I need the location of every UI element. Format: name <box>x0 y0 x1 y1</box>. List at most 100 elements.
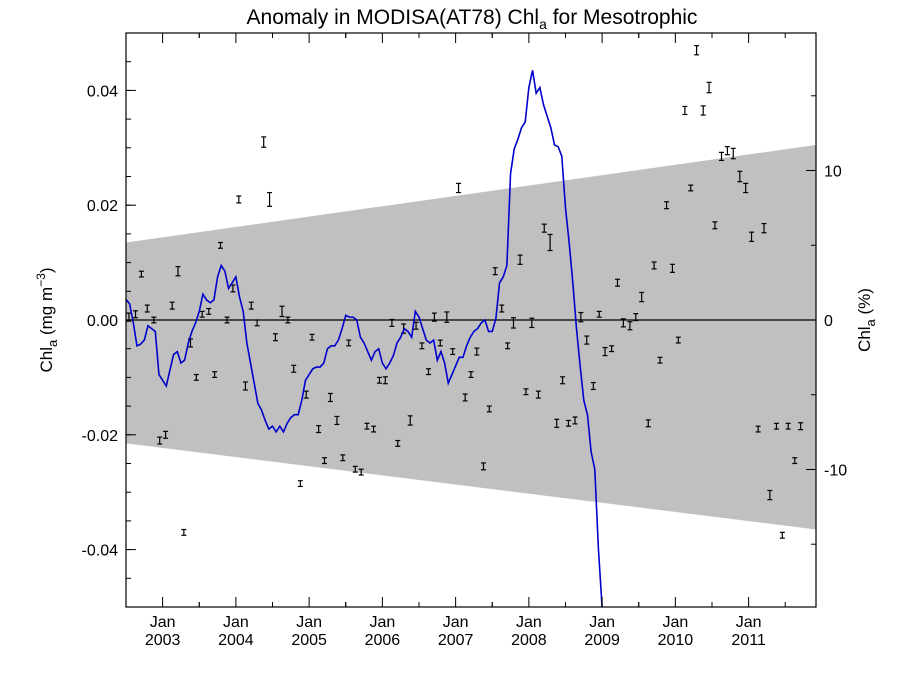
data-point <box>364 422 370 430</box>
x-tick-label-month: Jan <box>736 614 762 631</box>
y-axis-label-right: Chla (%) <box>855 288 878 352</box>
y-tick-label: 0.00 <box>87 313 118 330</box>
data-point <box>700 105 706 116</box>
data-point <box>627 321 633 331</box>
axis-ticks: Jan2003Jan2004Jan2005Jan2006Jan2007Jan20… <box>82 32 847 649</box>
chart-title: Anomaly in MODISA(AT78) Chla for Mesotro… <box>247 6 698 32</box>
data-point <box>492 267 498 276</box>
data-point <box>419 342 425 350</box>
data-point <box>395 439 401 447</box>
y-tick-label: -0.04 <box>82 543 119 560</box>
data-point <box>175 266 181 277</box>
y-tick-label: 0.02 <box>87 198 118 215</box>
data-point <box>199 310 205 318</box>
x-tick-label-year: 2007 <box>438 632 474 649</box>
data-point <box>792 457 798 465</box>
data-point <box>633 313 639 322</box>
data-point <box>327 392 333 403</box>
x-tick-label-year: 2011 <box>731 632 766 649</box>
data-point <box>578 311 584 323</box>
data-point <box>163 430 169 439</box>
data-point <box>724 146 730 156</box>
data-point <box>669 263 675 273</box>
data-point <box>358 468 364 476</box>
data-point <box>761 222 767 234</box>
y-tick-label: -0.02 <box>82 428 119 445</box>
data-point <box>675 336 681 344</box>
data-point <box>267 191 273 207</box>
data-point <box>261 136 267 148</box>
y2-tick-label: -10 <box>824 462 847 479</box>
y-tick-label: 0.04 <box>87 83 118 100</box>
data-point <box>316 425 322 434</box>
data-point <box>144 304 150 313</box>
data-point <box>157 436 163 445</box>
data-point <box>468 371 474 378</box>
data-point <box>426 368 432 376</box>
data-point <box>352 465 358 473</box>
data-point <box>151 316 157 324</box>
data-point <box>664 201 670 210</box>
data-point <box>309 333 315 341</box>
x-tick-label-year: 2006 <box>365 632 401 649</box>
data-point <box>431 312 437 322</box>
data-point <box>486 405 492 413</box>
data-point <box>285 316 291 324</box>
data-point <box>554 418 560 428</box>
x-tick-label-month: Jan <box>369 614 395 631</box>
data-point <box>706 81 712 94</box>
data-point <box>499 304 505 313</box>
data-point <box>236 195 242 204</box>
data-point <box>382 376 388 385</box>
data-point <box>645 419 651 428</box>
data-point <box>169 301 175 310</box>
x-tick-label-month: Jan <box>516 614 542 631</box>
data-point <box>596 310 602 318</box>
data-points <box>126 45 804 539</box>
data-point <box>694 45 700 56</box>
data-point <box>517 254 523 265</box>
data-point <box>376 376 382 384</box>
data-point <box>224 316 230 324</box>
data-point <box>798 422 804 431</box>
data-point <box>614 278 620 287</box>
data-point <box>272 333 278 342</box>
data-point <box>657 356 663 364</box>
data-point <box>609 345 615 353</box>
x-tick-label-month: Jan <box>443 614 469 631</box>
x-tick-label-year: 2008 <box>511 632 547 649</box>
x-tick-label-year: 2010 <box>658 632 694 649</box>
data-point <box>541 223 547 233</box>
x-tick-label-month: Jan <box>296 614 322 631</box>
data-point <box>322 457 328 465</box>
x-tick-label-month: Jan <box>589 614 615 631</box>
data-point <box>560 376 566 385</box>
data-point <box>389 318 395 327</box>
data-point <box>547 233 553 252</box>
data-point <box>133 310 139 319</box>
data-point <box>248 301 254 310</box>
data-point <box>535 390 541 399</box>
data-point <box>297 480 303 488</box>
x-tick-label-year: 2004 <box>218 632 254 649</box>
data-point <box>730 147 736 160</box>
data-point <box>682 105 688 116</box>
x-tick-label-month: Jan <box>150 614 176 631</box>
data-point <box>279 305 285 318</box>
data-point <box>212 371 218 378</box>
data-point <box>755 425 761 433</box>
x-tick-label-year: 2005 <box>291 632 327 649</box>
data-point <box>371 425 377 433</box>
data-point <box>480 462 486 471</box>
data-point <box>523 388 529 396</box>
data-point <box>620 318 626 328</box>
data-point <box>785 422 791 430</box>
data-point <box>719 151 725 162</box>
data-point <box>590 381 596 391</box>
data-point <box>340 454 346 462</box>
data-point <box>407 415 413 426</box>
x-tick-label-year: 2009 <box>584 632 620 649</box>
data-point <box>779 531 785 539</box>
data-point <box>510 317 516 329</box>
